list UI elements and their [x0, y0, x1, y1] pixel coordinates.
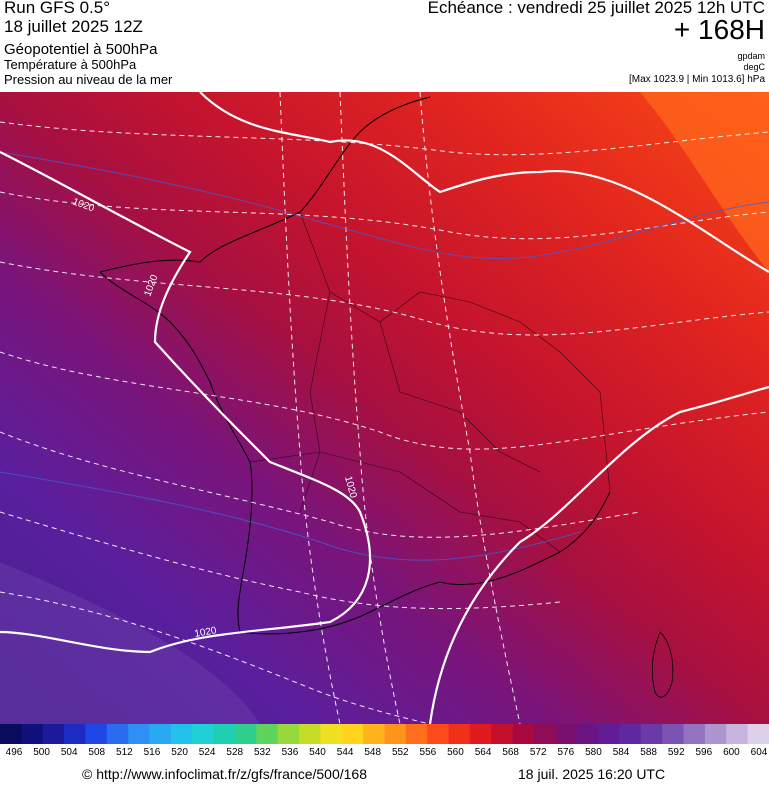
color-scale-swatch [555, 724, 578, 744]
color-scale-tick: 524 [198, 747, 216, 758]
generation-time: 18 juil. 2025 16:20 UTC [518, 766, 666, 782]
isobars [0, 92, 769, 724]
color-scale-tick: 588 [640, 747, 657, 758]
geopotential-contours [0, 151, 769, 561]
color-scale-tick: 512 [116, 747, 133, 758]
color-scale-bar [0, 724, 769, 744]
color-scale-swatch [598, 724, 620, 744]
color-scale-tick: 548 [364, 747, 382, 758]
color-scale-swatch [747, 724, 769, 744]
color-scale-tick: 592 [667, 747, 685, 758]
isobar-label: 1020 [194, 625, 218, 640]
color-scale-tick: 544 [336, 747, 354, 758]
color-scale-swatch [149, 724, 172, 744]
color-scale-swatch [448, 724, 471, 744]
color-scale-swatch [299, 724, 321, 744]
color-scale-ticks: 496 500 504 508 512 516 520 524 528 532 536 540 544 5… [0, 747, 769, 761]
color-scale-swatch [491, 724, 514, 744]
color-scale-tick: 552 [391, 747, 409, 758]
cold-band [0, 562, 260, 724]
temperature-field [0, 92, 769, 724]
variable-temperature: Température à 500hPa [4, 57, 137, 72]
color-scale-swatch [469, 724, 492, 744]
color-scale-tick: 560 [447, 747, 464, 758]
color-scale-swatch [234, 724, 257, 744]
color-scale-swatch [64, 724, 86, 744]
color-scale-swatch [106, 724, 129, 744]
color-scale-swatch [192, 724, 215, 744]
color-scale-swatch [21, 724, 44, 744]
run-date: 18 juillet 2025 12Z [4, 17, 143, 36]
color-scale-tick: 540 [309, 747, 326, 758]
color-scale-swatch [726, 724, 749, 744]
color-scale-tick: 604 [750, 747, 768, 758]
isotherms [0, 92, 769, 724]
color-scale-tick: 532 [253, 747, 271, 758]
source-credit[interactable]: © http://www.infoclimat.fr/z/gfs/france/… [82, 766, 367, 782]
color-scale-swatch [341, 724, 364, 744]
color-scale-swatch [320, 724, 343, 744]
unit-temperature: degC [743, 62, 765, 72]
run-title: Run GFS 0.5° [4, 0, 111, 17]
color-scale-tick: 568 [502, 747, 519, 758]
color-scale-swatch [427, 724, 450, 744]
color-scale-tick: 516 [143, 747, 161, 758]
border-lines [249, 211, 611, 553]
color-scale-swatch [512, 724, 535, 744]
color-scale-swatch [256, 724, 279, 744]
color-scale-tick: 496 [5, 747, 23, 758]
color-scale-swatch [85, 724, 108, 744]
color-scale-tick: 584 [612, 747, 630, 758]
color-scale-swatch [384, 724, 407, 744]
color-scale-swatch [363, 724, 385, 744]
color-scale-swatch [534, 724, 556, 744]
color-scale-tick: 596 [695, 747, 713, 758]
color-scale-tick: 536 [281, 747, 299, 758]
color-scale-swatch [405, 724, 428, 744]
color-scale-swatch [0, 724, 22, 744]
variable-pressure: Pression au niveau de la mer [4, 72, 173, 87]
color-scale-swatch [277, 724, 300, 744]
color-scale-tick: 600 [723, 747, 740, 758]
warm-band [640, 92, 769, 272]
color-scale-tick: 556 [419, 747, 437, 758]
color-scale-tick: 564 [474, 747, 492, 758]
color-scale-swatch [213, 724, 236, 744]
color-scale-tick: 520 [171, 747, 188, 758]
color-scale-tick: 504 [60, 747, 78, 758]
color-scale-swatch [576, 724, 599, 744]
color-scale-tick: 508 [88, 747, 106, 758]
lead-time: + 168H [673, 14, 765, 45]
unit-geopotential: gpdam [737, 51, 765, 61]
variable-geopotential: Géopotentiel à 500hPa [4, 41, 158, 58]
color-scale-swatch [662, 724, 685, 744]
corsica [651, 631, 674, 698]
color-scale-swatch [42, 724, 65, 744]
color-scale-swatch [170, 724, 193, 744]
color-scale-swatch [619, 724, 642, 744]
color-scale-tick: 572 [529, 747, 547, 758]
color-scale-tick: 500 [33, 747, 50, 758]
color-scale-swatch [683, 724, 706, 744]
color-scale-swatch [704, 724, 727, 744]
color-scale-swatch [128, 724, 151, 744]
color-scale-swatch [640, 724, 663, 744]
color-scale-tick: 528 [226, 747, 244, 758]
weather-map: 1020 1020 1020 1020 [0, 92, 769, 724]
color-scale-tick: 580 [585, 747, 602, 758]
color-scale-tick: 576 [557, 747, 575, 758]
forecast-valid-time: Echéance : vendredi 25 juillet 2025 12h … [427, 0, 765, 17]
pressure-range: [Max 1023.9 | Min 1013.6] hPa [628, 74, 765, 85]
